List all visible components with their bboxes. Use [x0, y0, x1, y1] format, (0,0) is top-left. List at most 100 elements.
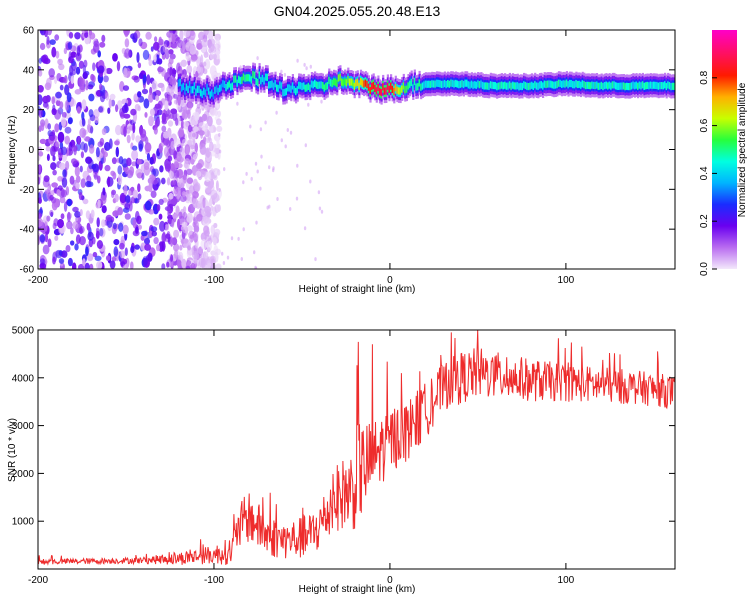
noise-blob	[242, 180, 245, 185]
noise-blob	[51, 182, 58, 188]
ridge-cell	[637, 82, 640, 90]
ridge-cell	[401, 85, 404, 93]
noise-blob	[286, 128, 289, 132]
ridge-cell	[420, 83, 423, 91]
noise-blob	[179, 244, 183, 251]
noise-blob	[132, 230, 140, 237]
noise-blob	[194, 182, 201, 192]
spectrogram-xtick-label: -200	[28, 275, 48, 286]
noise-blob	[314, 257, 317, 262]
noise-blob	[113, 239, 120, 246]
noise-blob	[98, 152, 104, 159]
ridge-cell	[603, 82, 606, 90]
noise-blob	[130, 245, 135, 254]
noise-blob	[52, 256, 56, 265]
ridge-cell	[543, 80, 546, 88]
noise-blob	[280, 138, 283, 143]
ridge-cell	[654, 81, 657, 89]
noise-blob	[154, 36, 158, 43]
noise-blob	[309, 64, 312, 69]
noise-blob	[88, 144, 95, 154]
ridge-cell	[651, 81, 654, 90]
noise-blob	[114, 193, 119, 203]
noise-blob	[75, 234, 81, 245]
noise-blob	[138, 224, 143, 230]
noise-blob	[155, 95, 160, 102]
ridge-cell	[572, 81, 575, 89]
noise-blob	[87, 118, 91, 126]
noise-blob	[198, 197, 202, 204]
noise-blob	[171, 33, 176, 44]
noise-blob	[171, 219, 175, 228]
ridge-cell	[466, 79, 469, 87]
noise-blob	[128, 190, 132, 197]
ridge-cell	[218, 85, 222, 93]
ridge-cell	[375, 87, 378, 95]
noise-blob	[146, 153, 151, 161]
noise-blob	[173, 186, 179, 195]
noise-blob	[133, 75, 140, 83]
noise-blob	[163, 146, 170, 158]
ridge-cell	[505, 82, 508, 90]
ridge-cell	[608, 81, 611, 89]
ridge-cell	[513, 82, 516, 90]
noise-blob	[38, 212, 42, 219]
ridge-cell	[321, 82, 325, 90]
noise-blob	[185, 146, 190, 155]
noise-blob	[161, 112, 167, 123]
noise-blob	[133, 32, 138, 43]
noise-blob	[78, 192, 83, 200]
noise-blob	[117, 100, 123, 110]
ridge-cell	[643, 82, 646, 90]
noise-blob	[177, 183, 181, 193]
ridge-cell	[467, 81, 470, 89]
noise-blob	[182, 174, 187, 181]
spectrogram-ytick-label: -40	[20, 225, 35, 236]
snr-ylabel: SNR (10 * v/v)	[7, 418, 18, 482]
noise-blob	[214, 248, 222, 255]
noise-blob	[117, 165, 123, 175]
ridge-cell	[453, 80, 456, 88]
ridge-cell	[356, 78, 359, 86]
noise-blob	[158, 198, 164, 205]
noise-blob	[215, 118, 222, 126]
noise-blob	[80, 151, 84, 159]
ridge-cell	[494, 82, 497, 90]
ridge-cell	[309, 84, 312, 92]
noise-blob	[149, 108, 155, 117]
ridge-cell	[318, 81, 321, 89]
noise-blob	[70, 51, 77, 58]
noise-blob	[186, 177, 194, 184]
ridge-cell	[337, 74, 340, 82]
noise-blob	[78, 60, 84, 69]
noise-blob	[196, 213, 203, 222]
ridge-cell	[657, 82, 660, 90]
ridge-cell	[369, 87, 372, 95]
ridge-cell	[518, 83, 521, 91]
noise-blob	[39, 138, 47, 144]
noise-blob	[140, 234, 145, 241]
noise-blob	[66, 92, 72, 103]
ridge-cell	[561, 80, 564, 88]
noise-blob	[119, 250, 126, 259]
noise-blob	[318, 206, 322, 211]
noise-blob	[178, 251, 184, 262]
noise-blob	[58, 258, 65, 264]
ridge-cell	[288, 84, 291, 92]
ridge-cell	[595, 81, 599, 89]
noise-blob	[51, 96, 55, 105]
ridge-cell	[367, 83, 370, 91]
noise-blob	[296, 163, 299, 168]
ridge-cell	[410, 78, 413, 86]
noise-blob	[151, 230, 157, 237]
noise-blob	[75, 66, 81, 75]
noise-blob	[173, 161, 179, 169]
noise-blob	[303, 62, 306, 67]
noise-blob	[100, 194, 107, 205]
noise-blob	[186, 55, 191, 62]
snr-panel: -200 -100 0 100 1000 2000 3000 4000 5000 Height …	[7, 326, 676, 595]
noise-blob	[197, 201, 204, 209]
ridge-cell	[396, 86, 399, 94]
ridge-cell	[363, 80, 366, 88]
noise-blob	[88, 109, 94, 118]
